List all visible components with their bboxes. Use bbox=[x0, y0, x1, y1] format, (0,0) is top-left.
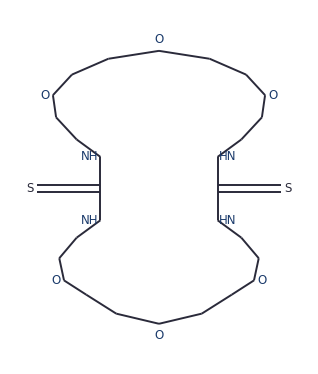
Text: O: O bbox=[258, 274, 267, 287]
Text: S: S bbox=[26, 182, 33, 195]
Text: O: O bbox=[51, 274, 60, 287]
Text: O: O bbox=[154, 328, 164, 341]
Text: NH: NH bbox=[81, 150, 99, 163]
Text: HN: HN bbox=[219, 214, 237, 227]
Text: O: O bbox=[40, 89, 49, 102]
Text: NH: NH bbox=[81, 214, 99, 227]
Text: O: O bbox=[269, 89, 278, 102]
Text: HN: HN bbox=[219, 150, 237, 163]
Text: S: S bbox=[285, 182, 292, 195]
Text: O: O bbox=[154, 33, 164, 46]
